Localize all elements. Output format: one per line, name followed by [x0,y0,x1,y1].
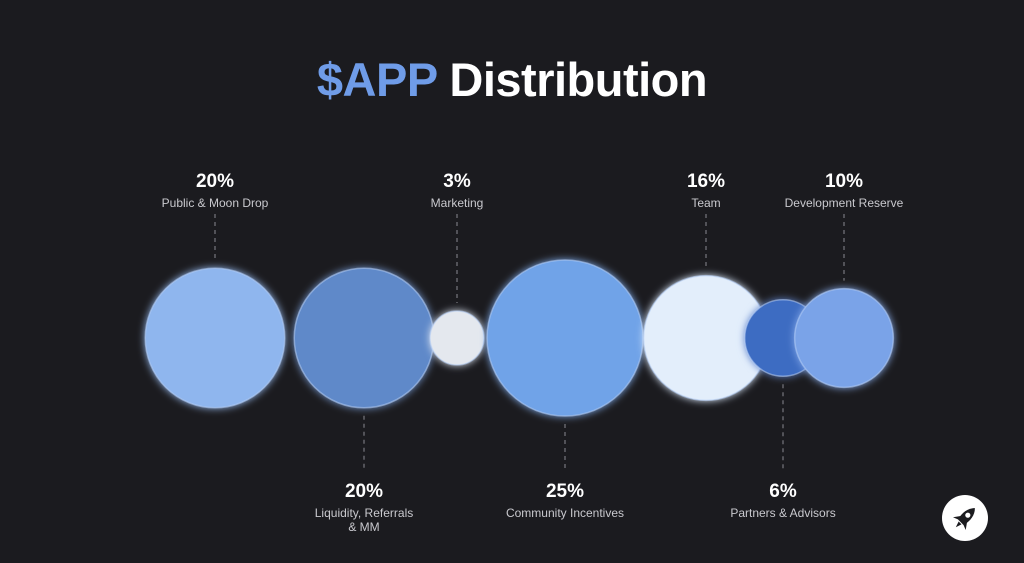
title-text: Distribution [436,53,708,106]
category-label: Team [691,196,720,210]
value-label: 16% [687,171,725,192]
page-title: $APP Distribution [0,52,1024,107]
bubble [793,287,895,389]
value-label: 20% [345,481,383,502]
value-label: 6% [769,481,797,502]
category-label: Liquidity, Referrals [315,506,413,520]
rocket-icon [952,508,975,531]
bubble [144,267,286,409]
value-label: 25% [546,481,584,502]
category-label: Marketing [431,196,484,210]
value-label: 20% [196,171,234,192]
category-label: Development Reserve [785,196,904,210]
category-label: Public & Moon Drop [162,196,269,210]
value-label: 10% [825,171,863,192]
title-token: $APP [316,53,437,106]
category-label: & MM [348,520,379,534]
bubble [429,310,485,366]
bubble [486,259,644,417]
rocket-logo[interactable] [942,495,988,541]
category-label: Community Incentives [506,506,624,520]
category-label: Partners & Advisors [730,506,835,520]
value-label: 3% [443,171,471,192]
bubble [293,267,435,409]
